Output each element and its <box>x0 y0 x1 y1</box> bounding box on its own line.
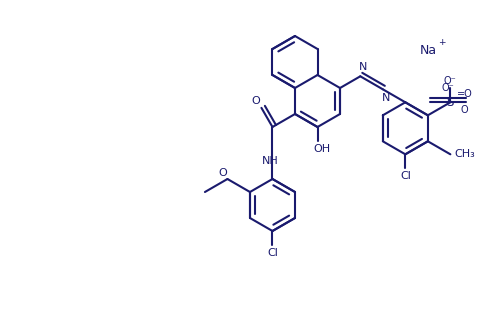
Text: O⁻: O⁻ <box>444 76 457 86</box>
Text: O: O <box>461 105 468 115</box>
Text: N: N <box>359 62 368 72</box>
Text: Cl: Cl <box>267 248 278 258</box>
Text: O: O <box>218 168 227 178</box>
Text: O⁻: O⁻ <box>442 83 455 93</box>
Text: OH: OH <box>313 144 330 154</box>
Text: N: N <box>381 93 390 103</box>
Text: Na: Na <box>419 43 437 56</box>
Text: Cl: Cl <box>400 171 411 181</box>
Text: O: O <box>251 96 260 106</box>
Text: +: + <box>438 38 446 47</box>
Text: =O: =O <box>457 89 472 99</box>
Text: S: S <box>447 96 454 109</box>
Text: NH: NH <box>262 156 279 166</box>
Text: CH₃: CH₃ <box>454 149 475 159</box>
